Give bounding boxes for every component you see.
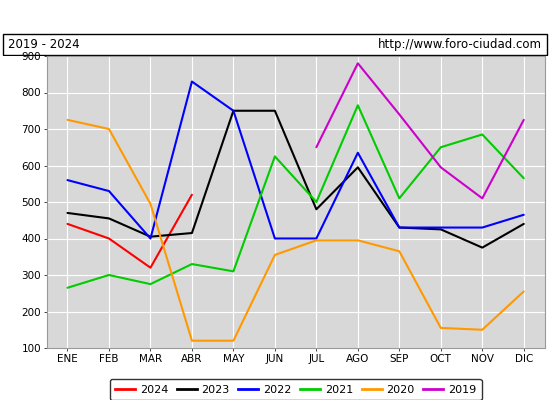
Legend: 2024, 2023, 2022, 2021, 2020, 2019: 2024, 2023, 2022, 2021, 2020, 2019 [109, 379, 482, 400]
Text: http://www.foro-ciudad.com: http://www.foro-ciudad.com [378, 38, 542, 51]
Text: 2019 - 2024: 2019 - 2024 [8, 38, 80, 51]
Text: Evolucion Nº Turistas Nacionales en el municipio de Espejo: Evolucion Nº Turistas Nacionales en el m… [59, 9, 491, 24]
